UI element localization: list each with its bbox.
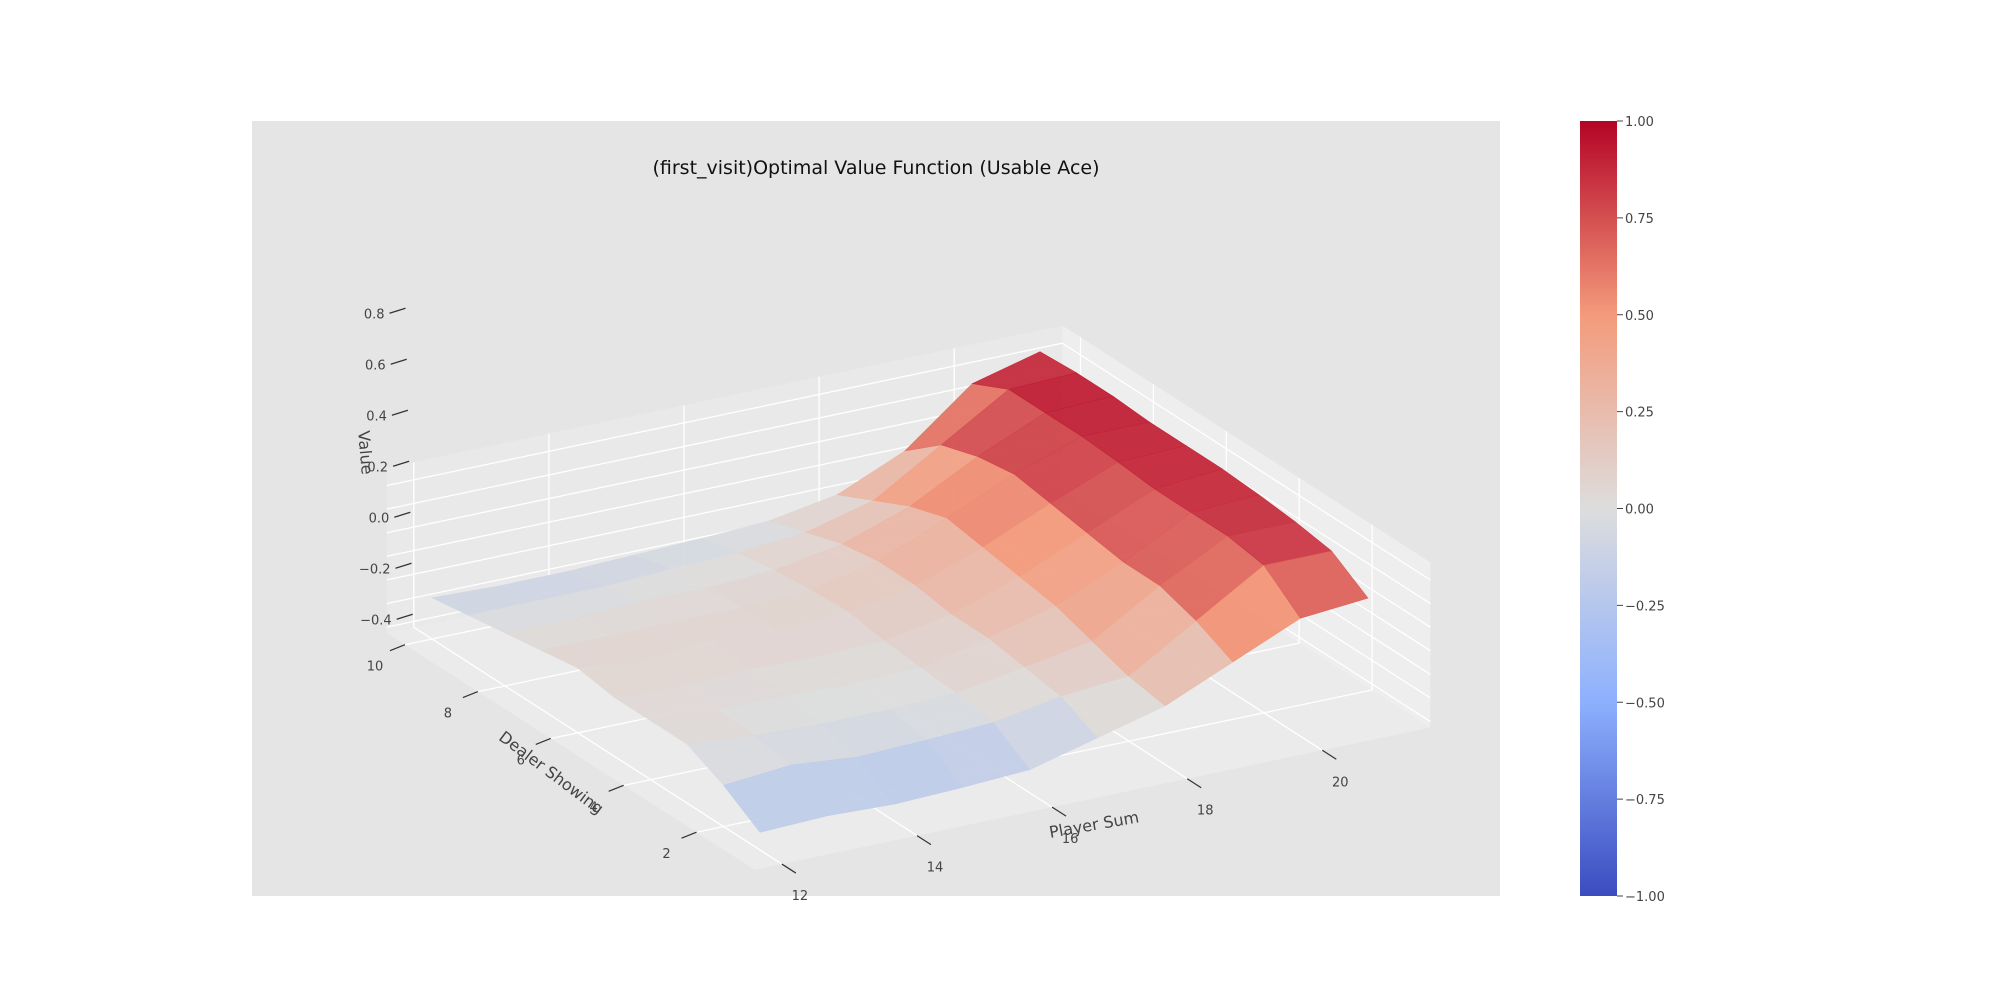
y-tick-mark — [681, 831, 697, 839]
z-tick-label: −0.2 — [359, 562, 391, 577]
x-tick-label: 12 — [792, 889, 809, 904]
colorbar-gradient — [1580, 121, 1617, 896]
z-tick-mark — [396, 613, 413, 620]
colorbar-tick-label: 0.50 — [1625, 309, 1654, 324]
x-tick-label: 16 — [1062, 832, 1079, 847]
z-tick-label: 0.8 — [364, 307, 385, 322]
z-tick-mark — [392, 460, 410, 467]
y-tick-label: 6 — [517, 753, 525, 768]
z-tick-label: 0.4 — [366, 409, 387, 424]
z-tick-mark — [389, 307, 406, 314]
x-tick-label: 14 — [927, 861, 944, 876]
z-axis-label: Value — [354, 430, 377, 475]
colorbar-tick-label: −0.25 — [1625, 599, 1665, 614]
surface-facet — [1263, 550, 1369, 619]
y-tick-label: 2 — [662, 847, 670, 862]
colorbar-tick-label: 0.25 — [1625, 406, 1654, 421]
z-tick-label: 0.0 — [369, 511, 390, 526]
x-tick-mark — [1186, 778, 1202, 789]
x-tick-mark — [1321, 749, 1337, 760]
z-tick-label: −0.4 — [360, 613, 392, 628]
x-tick-mark — [781, 863, 797, 874]
y-tick-mark — [389, 644, 406, 652]
x-tick-label: 18 — [1197, 804, 1214, 819]
y-tick-mark — [535, 737, 551, 746]
colorbar-tick-label: 1.00 — [1625, 115, 1654, 130]
colorbar-tick-label: 0.00 — [1625, 503, 1654, 518]
z-tick-mark — [395, 562, 412, 569]
z-tick-label: 0.2 — [367, 460, 388, 475]
z-tick-label: 0.6 — [365, 358, 386, 373]
y-tick-label: 8 — [444, 707, 452, 722]
x-tick-mark — [1051, 806, 1067, 817]
x-tick-label: 20 — [1332, 775, 1349, 790]
axis-ticks: 12 14 16 18 20 2 4 6 8 10 −0.4 −0.2 0.0 0.2 0.4 0.6 0.8 — [359, 307, 1349, 904]
y-tick-mark — [462, 691, 479, 699]
y-tick-label: 10 — [367, 660, 384, 675]
colorbar-ticks: −1.00 −0.75 −0.50 −0.25 0.00 0.25 0.50 0.75 1.00 — [1617, 115, 1665, 905]
colorbar-tick-label: −1.00 — [1625, 890, 1665, 905]
colorbar: −1.00 −0.75 −0.50 −0.25 0.00 0.25 0.50 0.75 1.00 — [1580, 115, 1665, 905]
z-tick-mark — [390, 358, 407, 365]
z-tick-mark — [394, 511, 411, 518]
z-gridline — [386, 342, 1431, 581]
y-tick-mark — [608, 784, 624, 792]
y-tick-label: 4 — [590, 800, 598, 815]
colorbar-tick-label: 0.75 — [1625, 212, 1654, 227]
colorbar-tick-label: −0.75 — [1625, 793, 1665, 808]
x-tick-mark — [916, 835, 932, 846]
z-tick-mark — [391, 409, 409, 416]
x-gridline — [413, 462, 783, 865]
colorbar-tick-label: −0.50 — [1625, 696, 1665, 711]
value-surface — [431, 351, 1369, 833]
chart-title: (first_visit)Optimal Value Function (Usa… — [652, 157, 1099, 179]
